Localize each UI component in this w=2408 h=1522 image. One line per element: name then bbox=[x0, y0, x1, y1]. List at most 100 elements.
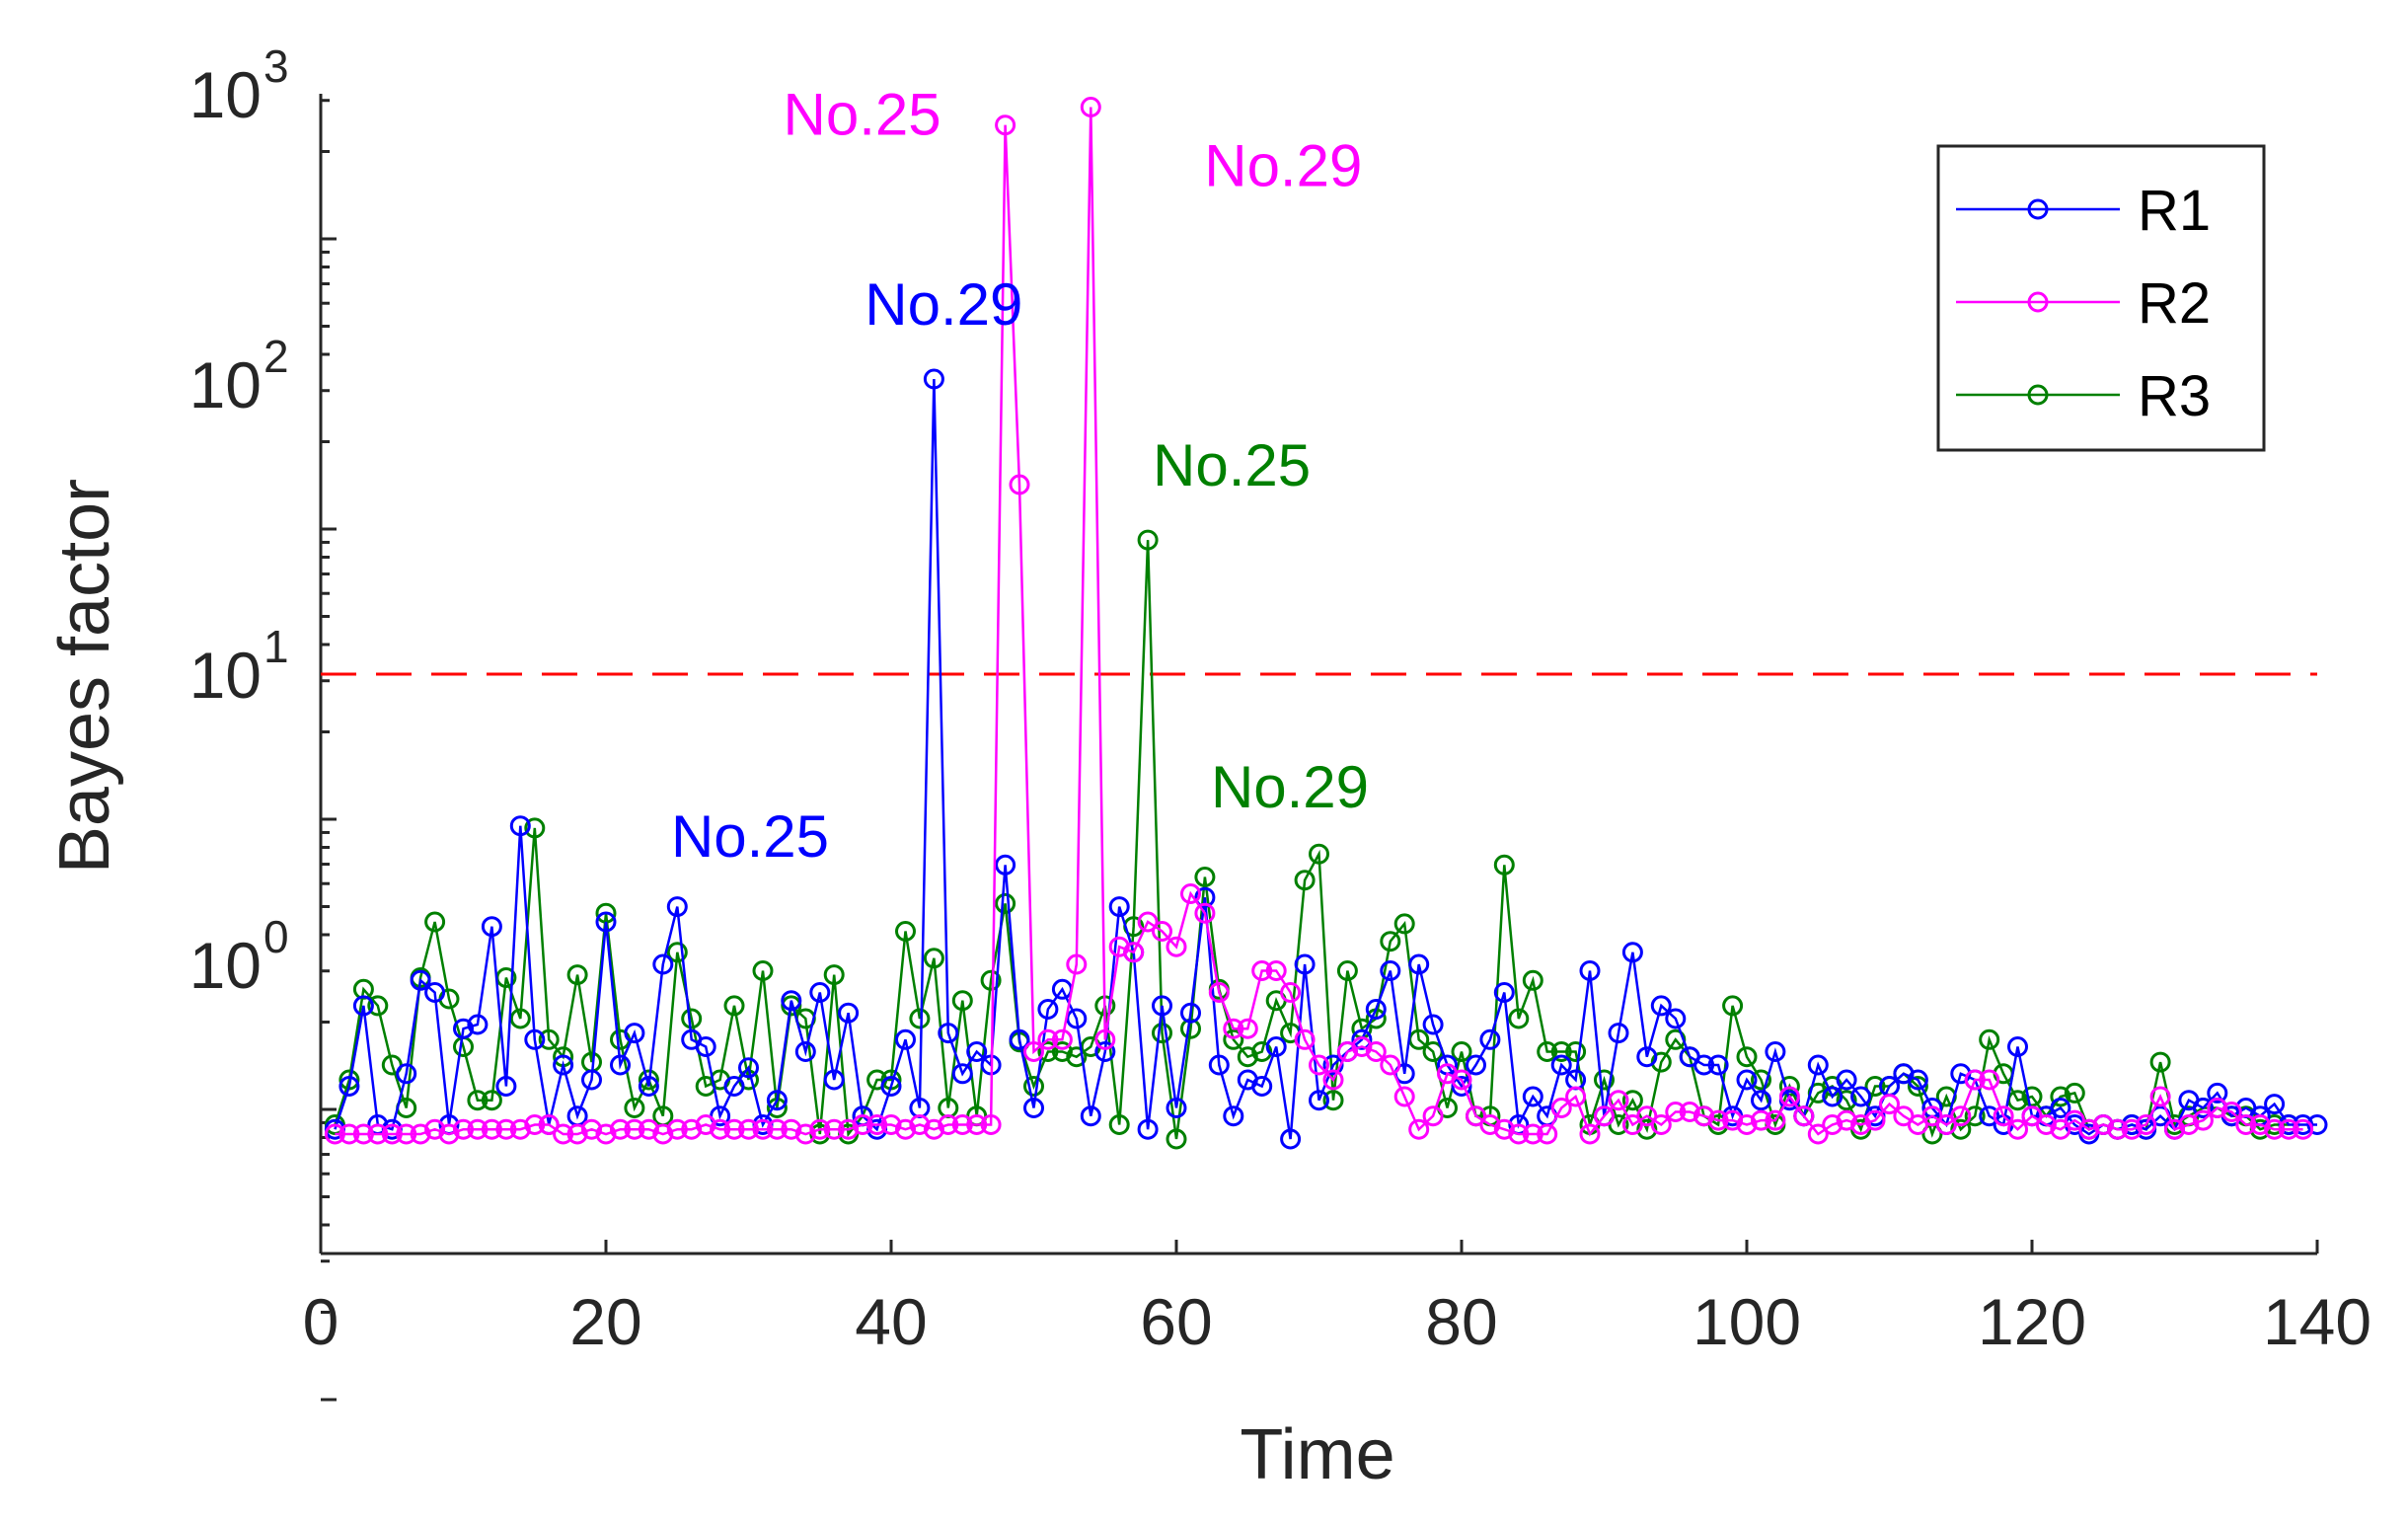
data-point-R1 bbox=[1166, 1098, 1187, 1118]
data-point-R1 bbox=[723, 1076, 745, 1097]
annotation-label: No.29 bbox=[1211, 754, 1369, 820]
data-point-R2 bbox=[1393, 1086, 1415, 1107]
data-point-R3 bbox=[923, 948, 944, 969]
data-point-R3 bbox=[909, 1008, 931, 1029]
data-point-R2 bbox=[1422, 1105, 1444, 1127]
data-point-R1 bbox=[1094, 1041, 1116, 1062]
data-point-R2 bbox=[367, 1123, 389, 1145]
legend-box bbox=[1936, 144, 2266, 452]
data-point-R2 bbox=[538, 1114, 560, 1135]
data-point-R2 bbox=[752, 1118, 774, 1140]
data-point-R3 bbox=[723, 995, 745, 1017]
data-point-R3 bbox=[524, 817, 546, 839]
data-point-R2 bbox=[1380, 1054, 1401, 1076]
data-point-R1 bbox=[1408, 953, 1430, 975]
data-point-R2 bbox=[1722, 1109, 1744, 1131]
y-tick-base: 10 bbox=[189, 58, 262, 131]
data-point-R2 bbox=[1408, 1118, 1430, 1140]
x-tick-label: 0 bbox=[303, 1285, 339, 1358]
data-point-R2 bbox=[1152, 921, 1172, 942]
data-point-R1 bbox=[1180, 1002, 1201, 1024]
data-point-R1 bbox=[1265, 1036, 1287, 1057]
data-point-R3 bbox=[1037, 1041, 1059, 1062]
data-point-R1 bbox=[1023, 1098, 1044, 1118]
data-point-R2 bbox=[1066, 953, 1088, 975]
data-point-R1 bbox=[1707, 1054, 1729, 1076]
data-point-R2 bbox=[1879, 1094, 1900, 1115]
data-point-R2 bbox=[1294, 1028, 1316, 1050]
data-point-R3 bbox=[1336, 960, 1358, 981]
data-point-R3 bbox=[1950, 1118, 1972, 1140]
data-point-R2 bbox=[1793, 1105, 1815, 1127]
data-point-R2 bbox=[467, 1118, 489, 1140]
data-point-R2 bbox=[2092, 1114, 2114, 1135]
data-point-R3 bbox=[1722, 995, 1744, 1017]
legend-label: R3 bbox=[2138, 364, 2211, 428]
data-point-R2 bbox=[980, 1114, 1002, 1135]
data-point-R2 bbox=[453, 1118, 474, 1140]
data-point-R2 bbox=[781, 1118, 802, 1140]
data-point-R3 bbox=[1964, 1105, 1986, 1127]
data-point-R2 bbox=[1537, 1123, 1558, 1145]
data-point-R2 bbox=[1822, 1114, 1844, 1135]
data-point-R3 bbox=[1223, 1028, 1244, 1050]
data-point-R1 bbox=[2050, 1098, 2071, 1118]
data-point-R3 bbox=[566, 964, 588, 986]
y-tick-label: 10 0 bbox=[189, 911, 289, 1002]
x-tick-label: 40 bbox=[855, 1285, 927, 1358]
data-point-R2 bbox=[2278, 1118, 2299, 1140]
data-point-R2 bbox=[1707, 1109, 1729, 1131]
data-point-R1 bbox=[695, 1036, 716, 1057]
data-point-R2 bbox=[1094, 1028, 1116, 1050]
data-point-R2 bbox=[424, 1118, 446, 1140]
legend-marker bbox=[2027, 198, 2049, 220]
data-point-R1 bbox=[923, 368, 944, 390]
data-point-R2 bbox=[866, 1114, 888, 1135]
legend-label: R1 bbox=[2138, 179, 2211, 243]
data-point-R2 bbox=[438, 1123, 460, 1145]
y-tick-label: 10 1 bbox=[189, 621, 289, 712]
x-axis-title: Time bbox=[1240, 1415, 1394, 1494]
data-point-R2 bbox=[695, 1114, 716, 1135]
data-point-R2 bbox=[396, 1123, 417, 1145]
data-point-R2 bbox=[495, 1118, 517, 1140]
data-point-R1 bbox=[1208, 1054, 1230, 1076]
x-tick-label: 20 bbox=[569, 1285, 641, 1358]
data-point-R3 bbox=[2050, 1086, 2071, 1107]
legend-marker bbox=[2027, 291, 2049, 313]
x-tick-label: 80 bbox=[1425, 1285, 1497, 1358]
data-point-R2 bbox=[1080, 97, 1101, 117]
data-point-R2 bbox=[1023, 1041, 1044, 1062]
data-point-R1 bbox=[880, 1076, 902, 1097]
data-point-R2 bbox=[938, 1114, 959, 1135]
data-point-R1 bbox=[938, 1023, 959, 1044]
data-point-R3 bbox=[2064, 1082, 2085, 1103]
data-point-R3 bbox=[1166, 1128, 1187, 1150]
data-point-R1 bbox=[652, 953, 674, 975]
data-point-R2 bbox=[2050, 1118, 2071, 1140]
data-point-R2 bbox=[1137, 911, 1159, 933]
data-point-R2 bbox=[1836, 1109, 1857, 1131]
data-point-R2 bbox=[1479, 1114, 1501, 1135]
annotation-label: No.25 bbox=[671, 803, 829, 870]
data-point-R1 bbox=[1309, 1090, 1329, 1111]
data-point-R3 bbox=[509, 1008, 531, 1029]
data-point-R2 bbox=[794, 1123, 816, 1145]
data-point-R2 bbox=[723, 1118, 745, 1140]
data-point-R1 bbox=[666, 896, 688, 918]
data-point-R2 bbox=[2164, 1118, 2185, 1140]
data-point-R2 bbox=[951, 1114, 973, 1135]
x-tick-label: 60 bbox=[1140, 1285, 1212, 1358]
legend-entry-R1: R1 bbox=[1956, 179, 2211, 243]
data-point-R1 bbox=[509, 815, 531, 837]
data-point-R2 bbox=[2192, 1109, 2214, 1131]
data-point-R2 bbox=[823, 1118, 845, 1140]
data-point-R3 bbox=[1309, 843, 1329, 865]
data-point-R1 bbox=[1636, 1046, 1658, 1068]
data-point-R2 bbox=[966, 1114, 988, 1135]
data-point-R1 bbox=[1822, 1086, 1844, 1107]
data-point-R2 bbox=[2064, 1109, 2085, 1131]
data-point-R3 bbox=[1493, 854, 1515, 875]
data-point-R1 bbox=[1280, 1128, 1302, 1150]
data-point-R1 bbox=[1493, 982, 1515, 1003]
